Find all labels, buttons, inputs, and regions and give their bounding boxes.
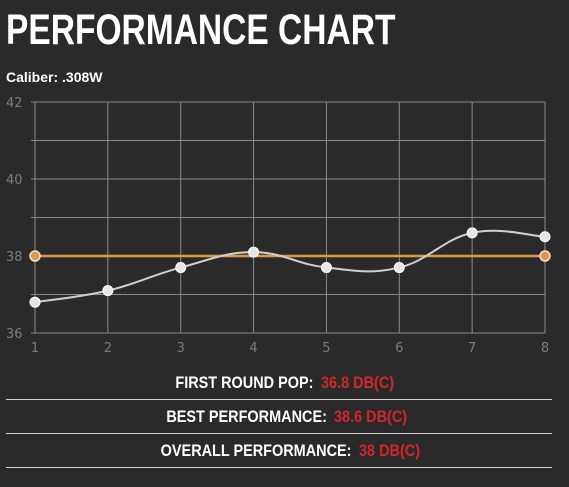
x-tick-label: 5	[322, 341, 330, 356]
data-point	[29, 296, 41, 308]
data-point	[539, 231, 551, 243]
x-tick-label: 4	[249, 341, 257, 356]
caliber-value: .308W	[62, 69, 103, 85]
x-tick-label: 2	[104, 341, 112, 356]
page-title: PERFORMANCE CHART	[6, 6, 396, 54]
reference-point	[539, 250, 551, 262]
stat-label: OVERALL PERFORMANCE:	[160, 440, 352, 460]
x-tick-label: 3	[177, 341, 185, 356]
x-tick-label: 8	[541, 341, 549, 356]
stats-list: FIRST ROUND POP: 36.8 DB(C) BEST PERFORM…	[6, 366, 552, 468]
data-point	[102, 285, 114, 297]
y-tick-label: 40	[6, 173, 23, 188]
reference-point	[29, 250, 41, 262]
stat-label: BEST PERFORMANCE:	[165, 406, 327, 426]
data-point	[248, 246, 260, 258]
data-point	[175, 262, 187, 274]
stat-value: 38 DB(C)	[359, 440, 421, 460]
y-tick-label: 36	[6, 327, 23, 342]
y-tick-label: 42	[6, 96, 23, 111]
y-tick-label: 38	[6, 250, 23, 265]
stat-row-first-round-pop: FIRST ROUND POP: 36.8 DB(C)	[6, 366, 552, 400]
stat-value: 38.6 DB(C)	[334, 406, 408, 426]
series-line	[34, 229, 546, 304]
caliber-label: Caliber:	[6, 69, 59, 85]
caliber-line: Caliber: .308W	[6, 69, 102, 85]
x-tick-label: 1	[31, 341, 39, 356]
stat-row-overall-performance: OVERALL PERFORMANCE: 38 DB(C)	[6, 434, 552, 468]
stat-row-best-performance: BEST PERFORMANCE: 38.6 DB(C)	[6, 400, 552, 434]
stat-value: 36.8 DB(C)	[321, 372, 395, 392]
performance-chart: 1 2 3 4 5 6 7 8 36 38 40 42	[6, 96, 551, 356]
data-point	[393, 262, 405, 274]
x-tick-label: 7	[468, 341, 476, 356]
x-tick-label: 6	[395, 341, 403, 356]
data-point	[466, 227, 478, 239]
stat-label: FIRST ROUND POP:	[175, 372, 314, 392]
data-point	[320, 262, 332, 274]
